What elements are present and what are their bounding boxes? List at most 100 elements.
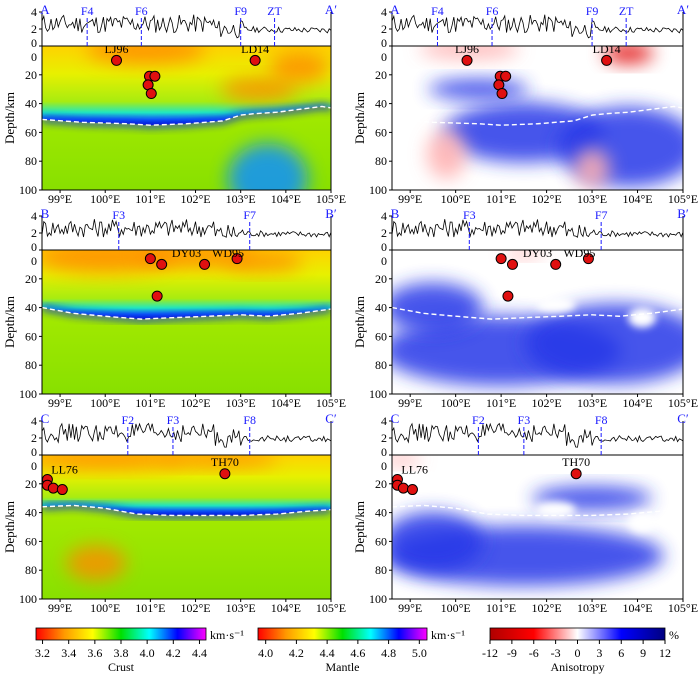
moho-band xyxy=(42,103,331,129)
colorbar-ramp xyxy=(257,627,428,641)
event-label: DY03 xyxy=(523,246,552,260)
section-frame xyxy=(41,45,332,191)
depth-axis-label: Depth/km xyxy=(2,92,17,144)
moho-line xyxy=(392,105,683,126)
earthquake-event xyxy=(145,88,157,100)
colorbars: km·s⁻¹3.2 3.4 3.6 3.8 4.0 4.2 4.4Crustkm·s⁻¹4.… xyxy=(35,627,679,674)
colorbar-tick-label: 4.0 xyxy=(140,646,155,660)
lon-tick-label: 99°E xyxy=(48,192,72,206)
fault-label: F7 xyxy=(595,208,608,222)
topo-tick-label: 4 xyxy=(381,414,387,428)
topo-tick-label: 2 xyxy=(381,22,387,36)
colorbar-tick-label: 3 xyxy=(596,646,602,660)
profile-start-label: A xyxy=(40,2,50,17)
event-label: LJ96 xyxy=(455,42,479,56)
colorbar-tick-label: -12 xyxy=(482,646,498,660)
colorbar-tick-label: 4.2 xyxy=(166,646,181,660)
earthquake-event xyxy=(570,468,582,480)
anisotropy-negative xyxy=(574,148,611,189)
section-image xyxy=(42,455,331,599)
topography-line xyxy=(391,14,684,39)
lon-tick-label: 105°E xyxy=(316,192,346,206)
depth-tick-label: 60 xyxy=(375,329,387,343)
profile-start-label: C xyxy=(41,411,50,426)
colorbar-tick-label: 9 xyxy=(640,646,646,660)
event-label: TH70 xyxy=(211,455,239,469)
depth-tick-label: 100 xyxy=(369,387,387,401)
lon-tick-label: 100°E xyxy=(90,601,120,615)
depth-axis-label: Depth/km xyxy=(2,296,17,348)
lon-tick-label: 100°E xyxy=(441,192,471,206)
fault-label: F4 xyxy=(431,4,444,18)
depth-tick-label: 40 xyxy=(375,506,387,520)
topo-tick-label: 0 xyxy=(31,240,37,254)
anisotropy-neutral xyxy=(535,501,576,518)
earthquake-event xyxy=(151,290,163,302)
anisotropy-neutral xyxy=(628,307,657,328)
lon-tick-label: 105°E xyxy=(316,601,346,615)
fault-label: F9 xyxy=(586,4,599,18)
lon-tick-label: 101°E xyxy=(486,192,516,206)
colorbar-crust: km·s⁻¹ 3.2 3.4 3.6 3.8 4.0 4.2 4.4 Crust xyxy=(35,627,244,674)
topo-tick-label: 0 xyxy=(31,445,37,459)
lon-tick-label: 103°E xyxy=(226,601,256,615)
colorbar-ramp xyxy=(489,627,666,641)
depth-tick-label: 40 xyxy=(25,301,37,315)
depth-tick-label: 20 xyxy=(25,68,37,82)
colorbar-tick-label: 3.8 xyxy=(114,646,129,660)
lon-tick-label: 101°E xyxy=(135,396,165,410)
velocity-anomaly-low xyxy=(220,77,297,102)
depth-tick-label: 0 xyxy=(31,459,37,473)
lon-tick-label: 101°E xyxy=(135,601,165,615)
section-image xyxy=(42,46,331,190)
fault-label: F6 xyxy=(135,4,148,18)
section-frame xyxy=(391,454,684,600)
topo-tick-label: 0 xyxy=(381,36,387,50)
anisotropy-neutral xyxy=(535,296,576,313)
depth-tick-label: 100 xyxy=(369,183,387,197)
earthquake-event xyxy=(219,468,231,480)
fault-label: F4 xyxy=(81,4,94,18)
depth-tick-label: 80 xyxy=(375,358,387,372)
depth-axis-label: Depth/km xyxy=(352,92,367,144)
fault-label: ZT xyxy=(619,4,634,18)
topo-tick-label: 0 xyxy=(31,36,37,50)
depth-tick-label: 100 xyxy=(19,592,37,606)
topo-tick-label: 4 xyxy=(31,414,37,428)
earthquake-event xyxy=(496,88,508,100)
event-label: LD14 xyxy=(241,42,269,56)
profile-end-label: C′ xyxy=(325,411,337,426)
earthquake-event xyxy=(495,253,507,265)
lon-tick-label: 104°E xyxy=(271,192,301,206)
lon-tick-label: 102°E xyxy=(532,601,562,615)
event-label: LL76 xyxy=(51,462,78,476)
colorbar-tick-label: 3.6 xyxy=(87,646,102,660)
colorbar-tick-label: 4.4 xyxy=(192,646,207,660)
lon-tick-label: 100°E xyxy=(441,396,471,410)
fault-label: F6 xyxy=(486,4,499,18)
topography-line xyxy=(391,219,684,238)
topography-line xyxy=(391,422,684,448)
depth-tick-label: 0 xyxy=(381,459,387,473)
anisotropy-negative xyxy=(426,129,467,179)
depth-tick-label: 40 xyxy=(25,506,37,520)
topo-tick-label: 4 xyxy=(381,209,387,223)
topo-tick-label: 2 xyxy=(31,22,37,36)
lon-tick-label: 99°E xyxy=(48,601,72,615)
lon-tick-label: 100°E xyxy=(441,601,471,615)
colorbar-tick-label: 5.0 xyxy=(412,646,427,660)
colorbar-tick-label: -6 xyxy=(529,646,539,660)
fault-label: ZT xyxy=(267,4,282,18)
fault-label: F3 xyxy=(112,208,125,222)
topo-tick-label: 2 xyxy=(31,226,37,240)
earthquake-event xyxy=(156,258,168,270)
lon-tick-label: 103°E xyxy=(226,396,256,410)
lon-tick-label: 99°E xyxy=(398,396,422,410)
lon-tick-label: 102°E xyxy=(532,396,562,410)
depth-tick-label: 80 xyxy=(375,154,387,168)
depth-axis-label: Depth/km xyxy=(352,296,367,348)
